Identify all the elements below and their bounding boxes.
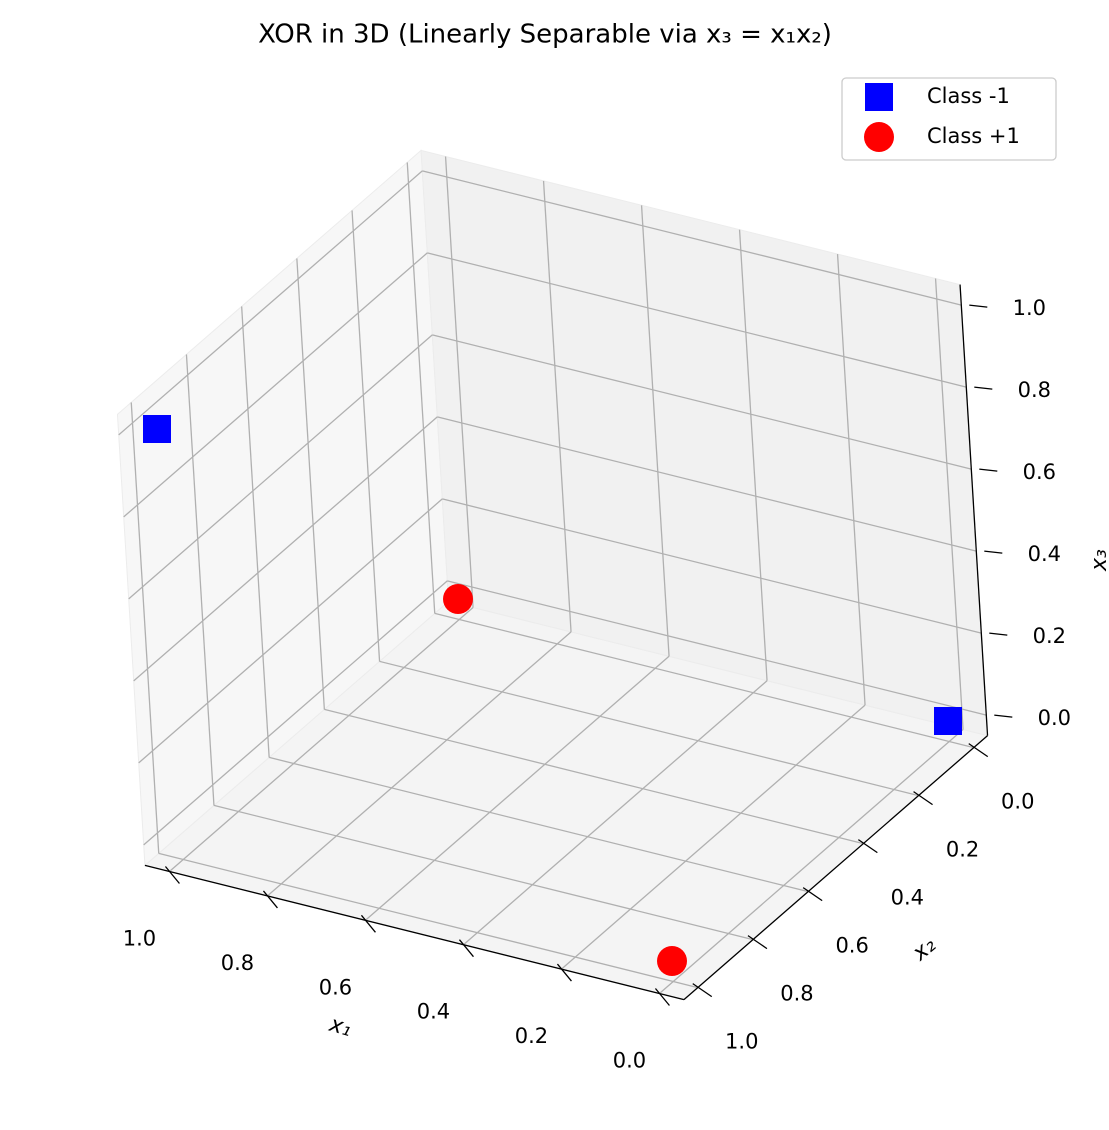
y-tick-label: 0.8 [780, 982, 813, 1006]
z-tick-label: 0.4 [1028, 542, 1061, 566]
tick-mark [913, 791, 933, 806]
point [443, 584, 473, 614]
grid-line [542, 180, 572, 632]
grid-line [241, 306, 270, 758]
grid-line [447, 580, 987, 716]
grid-line [158, 852, 698, 989]
tick-mark [989, 632, 1008, 636]
tick-mark [360, 914, 376, 933]
x-tick-label: 0.2 [515, 1024, 548, 1048]
grid-line [934, 278, 964, 730]
tick-mark [974, 386, 993, 390]
y-axis-label: x₂ [907, 933, 941, 967]
grid-line [123, 252, 428, 518]
x-tick-label: 0.8 [221, 951, 254, 975]
legend-box [841, 77, 1057, 161]
grid-line [128, 334, 433, 600]
grid-line [432, 334, 972, 470]
grid-line [463, 680, 768, 946]
grid-line [118, 170, 423, 436]
x-tick-label: 1.0 [123, 927, 156, 951]
tick-mark [556, 963, 572, 982]
tick-mark [857, 839, 878, 854]
grid-line [434, 612, 974, 749]
x-axis-label: x₁ [326, 1012, 355, 1042]
x-tick-label: 0.6 [319, 975, 352, 999]
legend-label: Class -1 [927, 84, 1010, 108]
grid-line [213, 804, 754, 941]
chart-title: XOR in 3D (Linearly Separable via x₃ = x… [258, 20, 832, 50]
grid-line [379, 660, 919, 797]
tick-mark [994, 714, 1013, 718]
tick-mark [458, 939, 474, 958]
x-tick-label: 0.0 [613, 1049, 646, 1073]
grid-line [561, 704, 866, 970]
z-axis-label: x₃ [1087, 549, 1109, 572]
y-axis-line [683, 735, 988, 1001]
y-tick-label: 0.2 [946, 838, 979, 862]
grid-line [133, 416, 438, 682]
legend-marker [865, 83, 893, 111]
point [143, 415, 171, 443]
legend-marker [864, 122, 894, 152]
tick-mark [979, 468, 998, 472]
grid-line [427, 252, 967, 388]
point [934, 707, 962, 735]
y-tick-label: 0.0 [1001, 790, 1034, 814]
grid-line [640, 205, 670, 657]
y-tick-label: 1.0 [725, 1030, 758, 1054]
x-axis-line [144, 864, 685, 1001]
grid-line [138, 498, 443, 764]
grid-line [422, 170, 962, 306]
grid-line [836, 254, 866, 706]
grid-line [267, 631, 572, 897]
z-tick-label: 1.0 [1013, 296, 1046, 320]
grid-line [659, 729, 964, 994]
z-tick-label: 0.8 [1018, 378, 1051, 402]
grid-line [351, 210, 381, 662]
grid-line [268, 756, 809, 893]
tick-mark [984, 550, 1003, 554]
tick-mark [968, 743, 989, 758]
grid-line [130, 402, 160, 854]
tick-mark [262, 890, 278, 909]
tick-mark [802, 887, 823, 902]
grid-line [169, 607, 474, 872]
tick-mark [747, 935, 768, 950]
point [657, 946, 687, 976]
grid-line [437, 416, 977, 552]
y-tick-label: 0.4 [891, 886, 924, 910]
z-axis-line [959, 284, 989, 736]
grid-line [442, 498, 982, 634]
z-tick-label: 0.2 [1033, 624, 1066, 648]
grid-line [143, 580, 448, 846]
grid-line [324, 708, 864, 845]
z-tick-label: 0.6 [1023, 460, 1056, 484]
tick-mark [969, 304, 988, 308]
y-tick-label: 0.6 [835, 934, 868, 958]
tick-mark [654, 988, 670, 1006]
grid-line [365, 655, 670, 921]
grid-line [738, 229, 768, 681]
grid-line [185, 354, 215, 806]
legend-label: Class +1 [927, 124, 1020, 148]
x-tick-label: 0.4 [417, 1000, 450, 1024]
tick-mark [692, 983, 713, 998]
z-tick-label: 0.0 [1038, 706, 1071, 730]
grid-line [296, 258, 325, 710]
grid-line [406, 162, 436, 614]
tick-mark [164, 866, 180, 884]
grid-line [444, 156, 474, 608]
